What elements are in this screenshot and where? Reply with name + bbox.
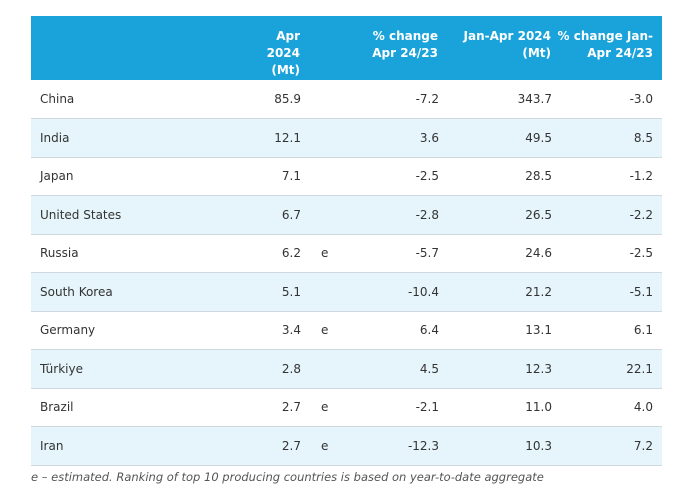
estimate-flag-cell: e xyxy=(321,323,329,338)
apr-2024-cell: 12.1 xyxy=(274,130,301,145)
header-apr-2024: Apr 2024 (Mt) xyxy=(266,29,300,77)
table-body: China 85.9 -7.2 343.7 -3.0 India 12.1 3.6 49.5 8.… xyxy=(31,80,662,465)
table-row: Türkiye 2.8 4.5 12.3 22.1 xyxy=(31,349,662,389)
table-row: South Korea 5.1 -10.4 21.2 -5.1 xyxy=(31,272,662,312)
table-row: United States 6.7 -2.8 26.5 -2.2 xyxy=(31,195,662,235)
apr-2024-cell: 3.4 xyxy=(281,323,301,338)
change-apr-cell: -5.7 xyxy=(415,246,439,261)
change-apr-cell: -12.3 xyxy=(407,438,439,453)
header-jan-apr-2024: Jan-Apr 2024 (Mt) xyxy=(463,29,551,60)
table-row: India 12.1 3.6 49.5 8.5 xyxy=(31,118,662,158)
jan-apr-2024-cell: 24.6 xyxy=(525,246,552,261)
header-change-jan-apr: % change Jan-Apr 24/23 xyxy=(557,29,654,60)
change-apr-cell: -7.2 xyxy=(415,92,439,106)
country-cell: Russia xyxy=(40,246,79,261)
change-apr-cell: 4.5 xyxy=(419,361,439,376)
country-cell: Iran xyxy=(40,438,64,453)
estimate-flag-cell: e xyxy=(321,400,329,415)
estimate-flag-cell xyxy=(301,119,351,158)
jan-apr-2024-cell: 26.5 xyxy=(525,207,552,222)
change-apr-cell: -2.1 xyxy=(415,400,439,415)
change-jan-apr-cell: -2.2 xyxy=(629,207,653,222)
country-cell: India xyxy=(40,130,70,145)
country-cell: Brazil xyxy=(40,400,74,415)
jan-apr-2024-cell: 343.7 xyxy=(517,92,552,106)
change-jan-apr-cell: 6.1 xyxy=(633,323,653,338)
change-jan-apr-cell: -3.0 xyxy=(629,92,653,106)
table-row: Brazil 2.7 e -2.1 11.0 4.0 xyxy=(31,388,662,427)
estimate-flag-cell: e xyxy=(321,246,329,261)
change-apr-cell: -10.4 xyxy=(407,284,439,299)
country-cell: United States xyxy=(40,207,122,222)
header-country xyxy=(31,16,239,80)
change-jan-apr-cell: 7.2 xyxy=(633,438,653,453)
jan-apr-2024-cell: 21.2 xyxy=(525,284,552,299)
change-jan-apr-cell: 22.1 xyxy=(626,361,653,376)
change-jan-apr-cell: 4.0 xyxy=(633,400,653,415)
estimate-flag-cell xyxy=(301,196,351,235)
table-row: Iran 2.7 e -12.3 10.3 7.2 xyxy=(31,426,662,465)
estimate-flag-cell: e xyxy=(321,438,329,453)
apr-2024-cell: 85.9 xyxy=(274,92,301,106)
apr-2024-cell: 2.8 xyxy=(281,361,301,376)
jan-apr-2024-cell: 13.1 xyxy=(525,323,552,338)
jan-apr-2024-cell: 12.3 xyxy=(525,361,552,376)
footnote: e – estimated. Ranking of top 10 produci… xyxy=(31,470,544,484)
country-cell: Germany xyxy=(40,323,96,338)
table-row: China 85.9 -7.2 343.7 -3.0 xyxy=(31,80,662,119)
apr-2024-cell: 5.1 xyxy=(281,284,301,299)
apr-2024-cell: 7.1 xyxy=(281,169,301,184)
jan-apr-2024-cell: 28.5 xyxy=(525,169,552,184)
country-cell: Türkiye xyxy=(40,361,83,376)
country-cell: Japan xyxy=(40,169,74,184)
change-apr-cell: -2.5 xyxy=(415,169,439,184)
change-apr-cell: 6.4 xyxy=(419,323,439,338)
production-table: Apr 2024 (Mt) % change Apr 24/23 Jan-Apr… xyxy=(31,16,662,466)
jan-apr-2024-cell: 11.0 xyxy=(525,400,552,415)
estimate-flag-cell xyxy=(301,350,351,389)
table-header-row: Apr 2024 (Mt) % change Apr 24/23 Jan-Apr… xyxy=(31,16,662,80)
estimate-flag-cell xyxy=(301,157,351,196)
header-estimate-flag xyxy=(301,16,351,80)
table-row: Japan 7.1 -2.5 28.5 -1.2 xyxy=(31,157,662,196)
apr-2024-cell: 6.7 xyxy=(281,207,301,222)
estimate-flag-cell xyxy=(301,80,351,119)
country-cell: China xyxy=(40,92,75,106)
country-cell: South Korea xyxy=(40,284,113,299)
change-apr-cell: 3.6 xyxy=(419,130,439,145)
table-row: Germany 3.4 e 6.4 13.1 6.1 xyxy=(31,311,662,350)
change-apr-cell: -2.8 xyxy=(415,207,439,222)
production-table-container: Apr 2024 (Mt) % change Apr 24/23 Jan-Apr… xyxy=(31,16,662,466)
change-jan-apr-cell: -1.2 xyxy=(629,169,653,184)
change-jan-apr-cell: -5.1 xyxy=(629,284,653,299)
jan-apr-2024-cell: 49.5 xyxy=(525,130,552,145)
jan-apr-2024-cell: 10.3 xyxy=(525,438,552,453)
header-change-apr: % change Apr 24/23 xyxy=(372,29,438,60)
apr-2024-cell: 2.7 xyxy=(281,400,301,415)
estimate-flag-cell xyxy=(301,273,351,312)
table-row: Russia 6.2 e -5.7 24.6 -2.5 xyxy=(31,234,662,273)
apr-2024-cell: 2.7 xyxy=(281,438,301,453)
apr-2024-cell: 6.2 xyxy=(281,246,301,261)
change-jan-apr-cell: 8.5 xyxy=(633,130,653,145)
change-jan-apr-cell: -2.5 xyxy=(629,246,653,261)
